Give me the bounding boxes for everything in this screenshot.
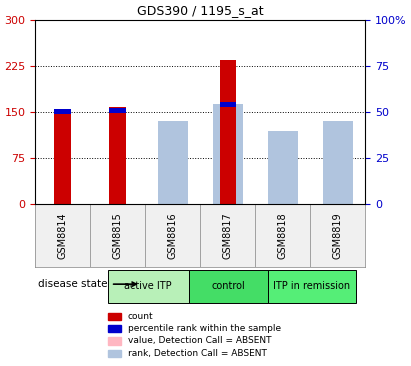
Bar [109, 108, 126, 113]
Text: GSM8817: GSM8817 [223, 212, 233, 259]
Bar [323, 121, 353, 204]
Bar [108, 325, 121, 332]
Text: GSM8818: GSM8818 [278, 212, 288, 259]
Bar [54, 112, 71, 204]
Text: disease state: disease state [39, 279, 136, 289]
Bar [268, 139, 298, 204]
FancyBboxPatch shape [189, 270, 268, 303]
FancyBboxPatch shape [268, 270, 356, 303]
Bar [219, 60, 236, 204]
Text: value, Detection Call = ABSENT: value, Detection Call = ABSENT [128, 336, 271, 346]
Text: GSM8815: GSM8815 [113, 212, 123, 259]
Bar [54, 109, 71, 114]
Bar [323, 125, 353, 204]
Text: GSM8814: GSM8814 [58, 212, 68, 259]
Bar [268, 131, 298, 204]
Text: GSM8816: GSM8816 [168, 212, 178, 259]
Text: ITP in remission: ITP in remission [273, 281, 350, 291]
Text: GSM8819: GSM8819 [333, 212, 343, 259]
Bar [108, 313, 121, 320]
Text: control: control [212, 281, 245, 291]
Bar [158, 125, 188, 204]
Text: active ITP: active ITP [125, 281, 172, 291]
Bar [108, 337, 121, 345]
Bar [213, 104, 243, 204]
Text: count: count [128, 312, 153, 321]
Bar [158, 121, 188, 204]
Bar [108, 350, 121, 357]
Title: GDS390 / 1195_s_at: GDS390 / 1195_s_at [137, 4, 263, 17]
FancyBboxPatch shape [108, 270, 189, 303]
Bar [109, 107, 126, 204]
Text: percentile rank within the sample: percentile rank within the sample [128, 324, 281, 333]
Bar [219, 102, 236, 107]
Text: rank, Detection Call = ABSENT: rank, Detection Call = ABSENT [128, 349, 266, 358]
